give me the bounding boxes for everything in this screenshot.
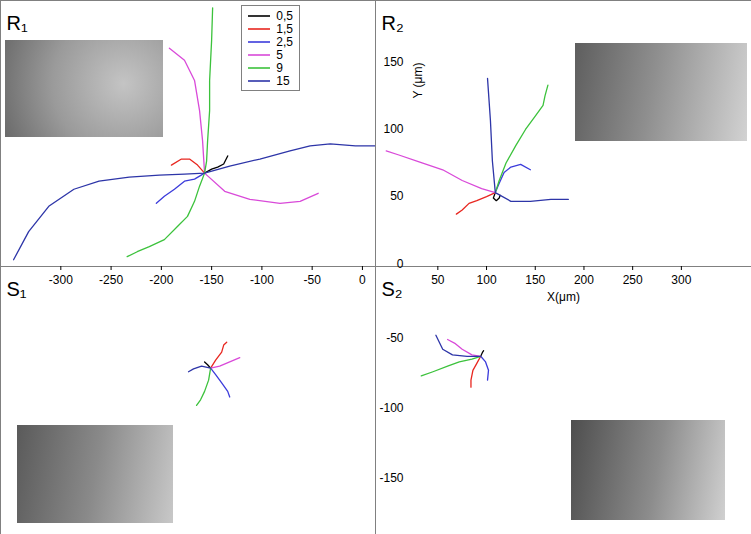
svg-text:-300: -300 [49, 273, 73, 287]
html-text:1,5: 1,5 [276, 21, 293, 36]
svg-text:150: 150 [383, 55, 403, 69]
svg-text:X(μm): X(μm) [547, 290, 580, 304]
html-text:0,5: 0,5 [276, 8, 293, 23]
svg-text:-200: -200 [149, 273, 173, 287]
svg-text:-150: -150 [379, 471, 403, 485]
svg-text:200: 200 [574, 273, 594, 287]
svg-text:-150: -150 [200, 273, 224, 287]
svg-text:0: 0 [359, 273, 366, 287]
svg-text:R₁: R₁ [7, 12, 28, 34]
svg-text:-50: -50 [303, 273, 321, 287]
svg-text:-250: -250 [99, 273, 123, 287]
svg-text:S₁: S₁ [7, 278, 27, 300]
html-text:2,5: 2,5 [276, 34, 293, 49]
svg-text:-100: -100 [379, 401, 403, 415]
svg-text:50: 50 [390, 189, 404, 203]
html-text:9: 9 [276, 60, 283, 75]
svg-text:100: 100 [477, 273, 497, 287]
svg-text:R₂: R₂ [382, 12, 404, 34]
svg-text:150: 150 [525, 273, 545, 287]
svg-text:-100: -100 [250, 273, 274, 287]
svg-text:-50: -50 [386, 331, 404, 345]
svg-text:100: 100 [383, 122, 403, 136]
svg-text:250: 250 [623, 273, 643, 287]
html-text:15: 15 [276, 73, 290, 88]
html-text:5: 5 [276, 47, 283, 62]
svg-text:50: 50 [431, 273, 445, 287]
svg-text:0: 0 [397, 257, 404, 271]
svg-text:Y (μm): Y (μm) [411, 62, 425, 98]
svg-text:S₂: S₂ [382, 278, 403, 300]
svg-text:300: 300 [671, 273, 691, 287]
